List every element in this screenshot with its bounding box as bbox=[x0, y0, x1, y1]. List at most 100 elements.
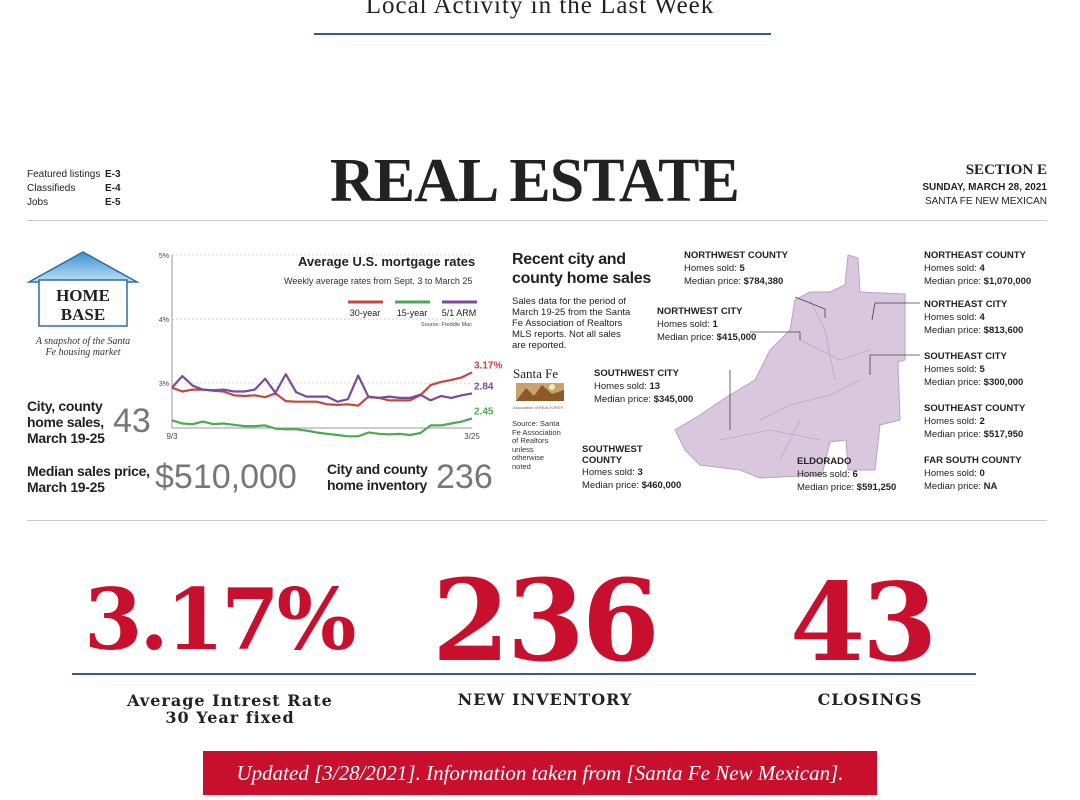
recent-sales-title: Recent city and county home sales bbox=[512, 251, 651, 287]
area-name: NORTHWEST COUNTY bbox=[684, 250, 788, 261]
y-tick-label: 4% bbox=[159, 317, 169, 324]
area-sold: Homes sold: 3 bbox=[582, 466, 672, 479]
price-label: Median price: bbox=[797, 482, 855, 493]
sold-label: Homes sold: bbox=[657, 319, 710, 330]
area-price: Median price: $460,000 bbox=[582, 479, 681, 492]
sold-label: Homes sold: bbox=[924, 468, 977, 479]
chart-title: Average U.S. mortgage rates bbox=[298, 254, 476, 269]
mortgage-rate-chart: 3% 4% 5% 9/3 3/25 30-year 15-year 5/1 ARM Source… bbox=[159, 253, 503, 441]
featured-row: Jobs E-5 bbox=[27, 196, 127, 210]
area-name: NORTHEAST COUNTY bbox=[924, 250, 1026, 261]
series-end-label: 3.17% bbox=[474, 360, 502, 371]
area-northeast-county: NORTHEAST COUNTY Homes sold: 4 Median pr… bbox=[924, 249, 1031, 288]
area-name: NORTHWEST CITY bbox=[657, 306, 743, 317]
stats-divider bbox=[72, 673, 976, 675]
price-value: $1,070,000 bbox=[983, 276, 1032, 287]
area-eldorado: ELDORADO Homes sold: 6 Median price: $59… bbox=[797, 455, 896, 494]
area-name: SOUTHEAST COUNTY bbox=[924, 403, 1026, 414]
map-region bbox=[674, 254, 906, 479]
featured-label: Classifieds bbox=[27, 183, 76, 194]
leader-line bbox=[750, 331, 801, 340]
area-far-south-county: FAR SOUTH COUNTY Homes sold: 0 Median pr… bbox=[924, 454, 1022, 493]
rate-caption: Average Intrest Rate 30 Year fixed bbox=[127, 691, 333, 727]
santa-fe-map bbox=[674, 254, 920, 479]
area-northwest-city: NORTHWEST CITY Homes sold: 1 Median pric… bbox=[657, 305, 756, 344]
title-divider bbox=[314, 33, 771, 35]
area-price: Median price: $1,070,000 bbox=[924, 275, 1031, 288]
area-sold: Homes sold: 5 bbox=[924, 363, 1023, 376]
sold-label: Homes sold: bbox=[924, 416, 977, 427]
sold-value: 6 bbox=[852, 469, 858, 480]
sold-value: 5 bbox=[979, 364, 985, 375]
featured-index: Featured listings E-3 Classifieds E-4 Jobs… bbox=[27, 168, 127, 210]
featured-page: E-5 bbox=[105, 197, 121, 208]
closings-caption: CLOSINGS bbox=[817, 690, 923, 709]
sold-label: Homes sold: bbox=[797, 469, 850, 480]
price-label: Median price: bbox=[594, 394, 652, 405]
x-tick-label: 3/25 bbox=[464, 432, 480, 441]
source-note: Source: Santa Fe Association of Realtors… bbox=[512, 419, 561, 471]
area-price: Median price: $517,950 bbox=[924, 428, 1025, 441]
featured-row: Featured listings E-3 bbox=[27, 168, 127, 182]
series-line bbox=[171, 373, 473, 403]
area-sold: Homes sold: 1 bbox=[657, 318, 756, 331]
area-southwest-county: SOUTHWEST COUNTY Homes sold: 3 Median pr… bbox=[582, 444, 681, 492]
area-price: Median price: $784,380 bbox=[684, 275, 788, 288]
masthead: REAL ESTATE bbox=[330, 147, 740, 215]
featured-page: E-3 bbox=[105, 169, 121, 180]
area-sold: Homes sold: 4 bbox=[924, 262, 1031, 275]
price-label: Median price: bbox=[657, 332, 715, 343]
big-rate-value: 3.17% bbox=[84, 570, 356, 669]
area-price: Median price: $813,600 bbox=[924, 324, 1023, 337]
home-base-line2: BASE bbox=[61, 305, 105, 324]
featured-label: Featured listings bbox=[27, 169, 101, 180]
featured-label: Jobs bbox=[27, 197, 49, 208]
area-name: SOUTHWEST COUNTY bbox=[582, 444, 643, 466]
legend-label: 5/1 ARM bbox=[442, 308, 477, 318]
sold-value: 2 bbox=[979, 416, 985, 427]
area-southeast-city: SOUTHEAST CITY Homes sold: 5 Median pric… bbox=[924, 350, 1023, 389]
inventory-value: 236 bbox=[436, 458, 493, 496]
sold-value: 4 bbox=[979, 263, 985, 274]
series-end-label: 2.45 bbox=[474, 406, 494, 417]
sold-label: Homes sold: bbox=[924, 312, 977, 323]
updated-banner: Updated [3/28/2021]. Information taken f… bbox=[203, 751, 877, 795]
home-base-tagline: A snapshot of the Santa Fe housing marke… bbox=[35, 336, 131, 358]
price-value: $300,000 bbox=[983, 377, 1024, 388]
area-price: Median price: $591,250 bbox=[797, 481, 896, 494]
area-price: Median price: $415,000 bbox=[657, 331, 756, 344]
recent-sales-description: Sales data for the period of March 19-25… bbox=[512, 296, 631, 351]
big-inventory-value: 236 bbox=[432, 556, 660, 687]
price-value: NA bbox=[983, 481, 998, 492]
chart-subtitle: Weekly average rates from Sept. 3 to Mar… bbox=[284, 276, 473, 286]
area-name: SOUTHWEST CITY bbox=[594, 368, 679, 379]
price-value: $784,380 bbox=[743, 276, 784, 287]
sold-label: Homes sold: bbox=[684, 263, 737, 274]
area-sold: Homes sold: 2 bbox=[924, 415, 1025, 428]
sold-label: Homes sold: bbox=[924, 263, 977, 274]
area-sold: Homes sold: 0 bbox=[924, 467, 1022, 480]
featured-row: Classifieds E-4 bbox=[27, 182, 127, 196]
area-southwest-city: SOUTHWEST CITY Homes sold: 13 Median pri… bbox=[594, 367, 693, 406]
price-value: $517,950 bbox=[983, 429, 1024, 440]
chart-source: Source: Freddie Mac bbox=[421, 322, 472, 328]
price-label: Median price: bbox=[582, 480, 640, 491]
price-value: $460,000 bbox=[641, 480, 682, 491]
issue-date: SUNDAY, MARCH 28, 2021 bbox=[922, 182, 1047, 193]
legend-label: 30-year bbox=[350, 308, 381, 318]
header-divider bbox=[27, 220, 1047, 221]
area-southeast-county: SOUTHEAST COUNTY Homes sold: 2 Median pr… bbox=[924, 402, 1025, 441]
price-label: Median price: bbox=[924, 377, 982, 388]
price-label: Median price: bbox=[924, 276, 982, 287]
sold-value: 0 bbox=[979, 468, 985, 479]
area-name: FAR SOUTH COUNTY bbox=[924, 455, 1022, 466]
legend-label: 15-year bbox=[397, 308, 428, 318]
sold-value: 5 bbox=[739, 263, 745, 274]
sold-value: 13 bbox=[649, 381, 661, 392]
y-tick-label: 5% bbox=[159, 253, 169, 260]
price-value: $415,000 bbox=[716, 332, 757, 343]
city-sales-label: City, county home sales, March 19-25 bbox=[27, 398, 105, 446]
inventory-caption: NEW INVENTORY bbox=[457, 690, 633, 709]
area-northeast-city: NORTHEAST CITY Homes sold: 4 Median pric… bbox=[924, 298, 1023, 337]
section-name: SECTION E bbox=[965, 162, 1047, 178]
